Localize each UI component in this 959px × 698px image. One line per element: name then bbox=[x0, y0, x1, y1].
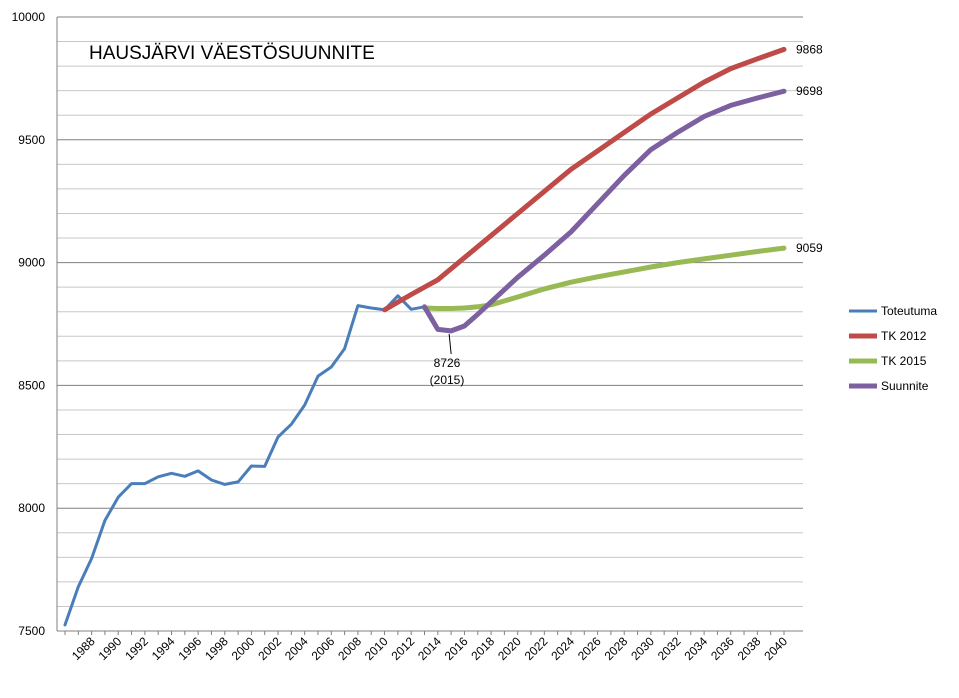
x-tick-label: 2010 bbox=[362, 634, 391, 663]
y-tick-label: 7500 bbox=[18, 624, 45, 638]
annotation-year: (2015) bbox=[430, 373, 465, 387]
x-tick-label: 2034 bbox=[681, 634, 710, 663]
x-tick-label: 2030 bbox=[628, 634, 657, 663]
x-tick-label: 1996 bbox=[175, 634, 204, 663]
x-tick-label: 1994 bbox=[149, 634, 178, 663]
x-tick-label: 2022 bbox=[522, 634, 551, 663]
series-line-suunnite bbox=[422, 88, 787, 334]
annotation-leader-line bbox=[448, 333, 452, 355]
axes bbox=[56, 17, 803, 632]
x-tick-label: 2006 bbox=[309, 634, 338, 663]
x-tick-label: 1998 bbox=[202, 634, 231, 663]
series-line-toteutuma bbox=[63, 294, 426, 627]
x-tick-label: 2040 bbox=[761, 634, 790, 663]
series-line-tk-2015 bbox=[422, 245, 787, 311]
x-tick-label: 1992 bbox=[122, 634, 151, 663]
x-tick-label: 1990 bbox=[96, 634, 125, 663]
legend: Toteutuma TK 2012 TK 2015 Suunnite bbox=[849, 304, 937, 393]
legend-label: TK 2012 bbox=[881, 329, 927, 343]
end-label: 9868 bbox=[796, 42, 823, 56]
x-tick-label: 2032 bbox=[655, 634, 684, 663]
x-tick-label: 2014 bbox=[415, 634, 444, 663]
x-tick-labels: 1988199019921994199619982000200220042006… bbox=[64, 631, 790, 663]
x-tick-label: 2000 bbox=[229, 634, 258, 663]
y-tick-label: 8500 bbox=[18, 378, 45, 392]
x-tick-label: 2008 bbox=[335, 634, 364, 663]
y-tick-label: 9000 bbox=[18, 256, 45, 270]
x-tick-label: 2016 bbox=[442, 634, 471, 663]
end-label: 9059 bbox=[796, 241, 823, 255]
y-tick-labels: 7500 8000 8500 9000 9500 10000 bbox=[12, 10, 46, 638]
x-tick-label: 2026 bbox=[575, 634, 604, 663]
y-tick-label: 8000 bbox=[18, 501, 45, 515]
legend-label: TK 2015 bbox=[881, 354, 927, 368]
x-tick-label: 2002 bbox=[255, 634, 284, 663]
x-tick-label: 2038 bbox=[735, 634, 764, 663]
x-tick-label: 1988 bbox=[69, 634, 98, 663]
x-tick-label: 2004 bbox=[282, 634, 311, 663]
y-tick-label: 9500 bbox=[18, 133, 45, 147]
chart-title: HAUSJÄRVI VÄESTÖSUUNNITE bbox=[89, 43, 375, 64]
x-tick-label: 2036 bbox=[708, 634, 737, 663]
series-lines bbox=[63, 46, 787, 627]
end-labels: 9868 9698 9059 bbox=[796, 42, 823, 255]
annotation-value: 8726 bbox=[434, 356, 461, 370]
annotation: 8726 (2015) bbox=[430, 333, 465, 387]
x-tick-label: 2012 bbox=[389, 634, 418, 663]
x-tick-label: 2024 bbox=[548, 634, 577, 663]
x-tick-label: 2028 bbox=[602, 634, 631, 663]
end-label: 9698 bbox=[796, 84, 823, 98]
series-line-tk-2012 bbox=[382, 46, 787, 313]
legend-label: Suunnite bbox=[881, 379, 929, 393]
x-tick-label: 2020 bbox=[495, 634, 524, 663]
x-tick-label: 2018 bbox=[468, 634, 497, 663]
legend-label: Toteutuma bbox=[881, 304, 937, 318]
y-tick-label: 10000 bbox=[12, 10, 46, 24]
